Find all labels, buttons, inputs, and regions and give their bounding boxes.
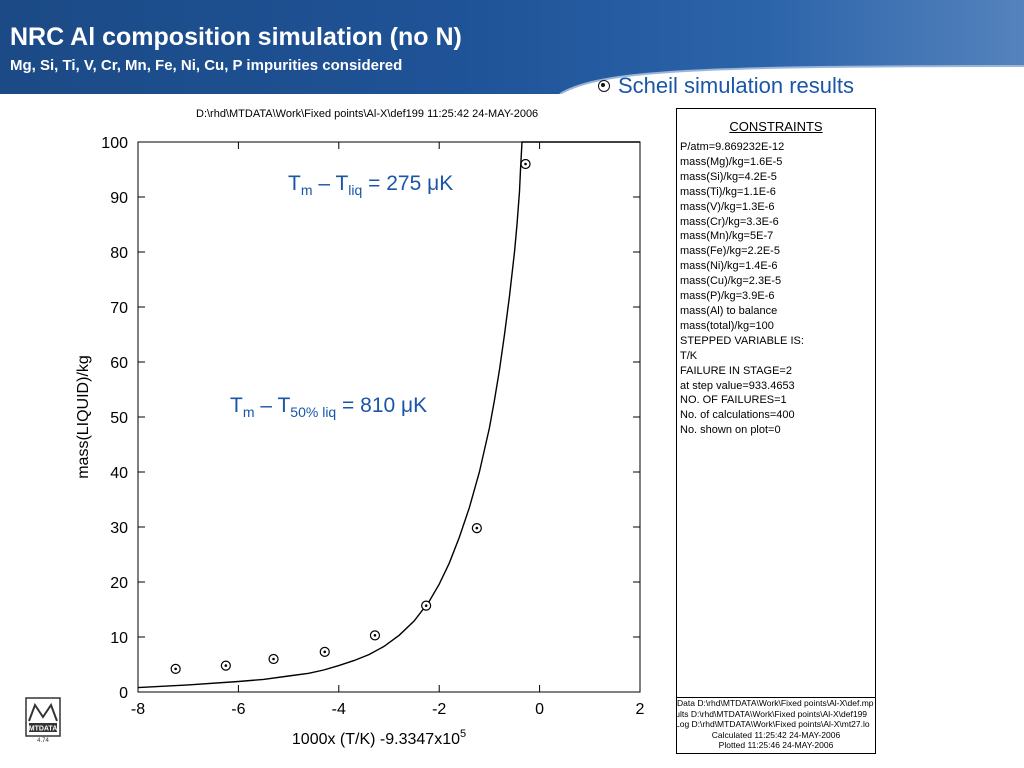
x-axis-label-text: 1000x (T/K) -9.3347x10 xyxy=(292,731,460,748)
annotation-sub-m: m xyxy=(242,404,255,420)
y-tick-label: 100 xyxy=(101,135,128,152)
constraints-list: P/atm=9.869232E-12 mass(Mg)/kg=1.6E-5 mass… xyxy=(677,140,875,438)
annotation-value: = 275 xyxy=(362,172,428,195)
data-point-center xyxy=(174,667,177,671)
constraint-line: at step value=933.4653 xyxy=(680,379,795,392)
y-tick-label: 90 xyxy=(110,190,128,207)
logo-caption: 4.74 xyxy=(37,738,49,744)
data-point-center xyxy=(323,650,327,654)
constraint-line: mass(Ti)/kg=1.1E-6 xyxy=(680,185,776,198)
y-tick-label: 10 xyxy=(110,630,128,647)
half-liquid-annotation: Tm – T50% liq = 810 μK xyxy=(230,394,427,420)
y-tick-label: 80 xyxy=(110,245,128,262)
footer-line-data: Data D:\rhd\MTDATA\Work\Fixed points\Al-… xyxy=(677,698,874,708)
constraint-line: T/K xyxy=(680,349,698,362)
constraints-title: CONSTRAINTS xyxy=(729,119,823,134)
y-tick-label: 70 xyxy=(110,300,128,317)
footer-line-log: Log D:\rhd\MTDATA\Work\Fixed points\Al-X… xyxy=(676,719,870,730)
slide-title: NRC Al composition simulation (no N) xyxy=(10,23,462,51)
data-point-center xyxy=(272,657,275,661)
footer-line-results: sults D:\rhd\MTDATA\Work\Fixed points\Al… xyxy=(676,708,868,719)
y-tick-label: 20 xyxy=(110,575,128,592)
annotation-unit: K xyxy=(439,172,454,195)
constraint-line: mass(Si)/kg=4.2E-5 xyxy=(680,170,777,183)
circled-dot-bullet-icon xyxy=(598,80,610,92)
annotation-dash: – T xyxy=(254,394,291,417)
constraint-line: mass(V)/kg=1.3E-6 xyxy=(680,200,775,213)
y-tick-label: 30 xyxy=(110,520,128,537)
constraint-line: FAILURE IN STAGE=2 xyxy=(680,364,792,377)
liquid-mass-chart: -8 -6 -4 -2 0 2 0 10 20 30 40 50 60 70 80 90 100 1000x (T… xyxy=(60,100,660,760)
constraint-line: mass(Mg)/kg=1.6E-5 xyxy=(680,155,783,168)
plot-file-header: D:\rhd\MTDATA\Work\Fixed points\Al-X\def… xyxy=(196,108,539,120)
annotation-sub-liq: liq xyxy=(348,182,363,198)
data-point-center xyxy=(373,634,377,637)
data-point-center xyxy=(424,604,428,607)
data-point-center xyxy=(224,664,228,667)
constraint-line: mass(Al) to balance xyxy=(680,304,778,317)
constraint-line: mass(Fe)/kg=2.2E-5 xyxy=(680,245,780,258)
logo-text: MTDATA xyxy=(29,726,58,733)
annotation-t: T xyxy=(288,172,301,195)
y-tick-label: 60 xyxy=(110,355,128,372)
annotation-mu: μ xyxy=(427,172,440,195)
data-point-center xyxy=(524,162,527,166)
footer-line-plotted: Plotted 11:25:46 24-MAY-2006 xyxy=(718,740,834,751)
bullet-point: Scheil simulation results xyxy=(598,73,854,99)
constraint-line: No. shown on plot=0 xyxy=(680,424,781,437)
x-axis-label: 1000x (T/K) -9.3347x105 xyxy=(292,728,466,748)
banner-swoosh xyxy=(559,65,1024,94)
constraint-line: NO. OF FAILURES=1 xyxy=(680,394,787,407)
footer-line-calculated: Calculated 11:25:42 24-MAY-2006 xyxy=(711,729,841,740)
constraint-line: No. of calculations=400 xyxy=(680,409,795,422)
data-point-center xyxy=(475,526,479,530)
title-banner: NRC Al composition simulation (no N) Mg,… xyxy=(0,0,1024,94)
bullet-text: Scheil simulation results xyxy=(618,73,854,98)
constraint-line: P/atm=9.869232E-12 xyxy=(680,141,785,153)
slide-subtitle: Mg, Si, Ti, V, Cr, Mn, Fe, Ni, Cu, P imp… xyxy=(10,57,403,74)
annotation-unit: K xyxy=(413,394,428,417)
annotation-sub-m: m xyxy=(300,182,313,198)
y-axis-label: mass(LIQUID)/kg xyxy=(75,355,92,479)
constraints-panel: CONSTRAINTS P/atm=9.869232E-12 mass(Mg)/k… xyxy=(676,108,876,698)
mtdata-logo-icon: MTDATA xyxy=(25,697,61,737)
constraint-line: mass(Cr)/kg=3.3E-6 xyxy=(680,215,779,228)
x-axis-label-superscript: 5 xyxy=(460,728,466,740)
file-info-footer: Data D:\rhd\MTDATA\Work\Fixed points\Al-… xyxy=(676,698,876,754)
y-tick-label: 50 xyxy=(110,410,128,427)
constraint-line: mass(P)/kg=3.9E-6 xyxy=(680,290,775,303)
x-tick-label: 2 xyxy=(636,701,645,718)
annotation-sub-50-liq: 50% liq xyxy=(290,404,337,420)
x-tick-label: -6 xyxy=(231,701,245,718)
x-tick-label: -2 xyxy=(432,701,446,718)
annotation-t: T xyxy=(230,394,243,417)
annotation-dash: – T xyxy=(312,172,349,195)
constraint-line: mass(total)/kg=100 xyxy=(680,319,774,332)
constraint-line: STEPPED VARIABLE IS: xyxy=(680,334,804,347)
constraint-line: mass(Mn)/kg=5E-7 xyxy=(680,230,774,243)
constraint-line: mass(Cu)/kg=2.3E-5 xyxy=(680,275,782,288)
y-tick-label: 40 xyxy=(110,465,128,482)
y-tick-label: 0 xyxy=(119,685,128,702)
x-tick-label: -4 xyxy=(332,701,346,718)
annotation-mu: μ xyxy=(401,394,414,417)
liquidus-annotation: Tm – Tliq = 275 μK xyxy=(288,172,453,198)
liquid-mass-curve xyxy=(137,141,640,689)
annotation-value: = 810 xyxy=(336,394,402,417)
constraint-line: mass(Ni)/kg=1.4E-6 xyxy=(680,260,778,273)
x-tick-label: -8 xyxy=(131,701,145,718)
x-tick-label: 0 xyxy=(535,701,544,718)
